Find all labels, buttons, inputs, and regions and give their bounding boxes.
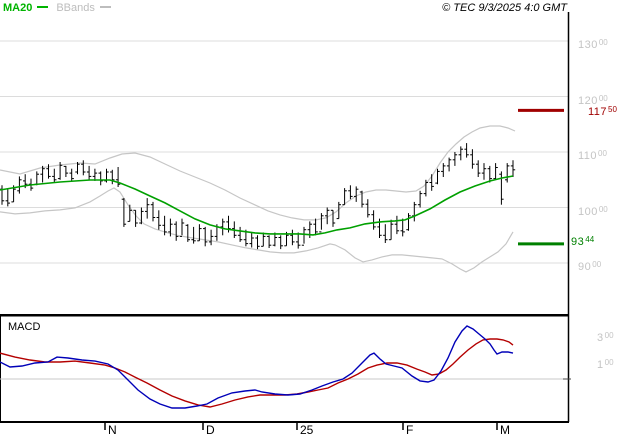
x-axis-line xyxy=(0,421,569,423)
legend-label-ma20: MA20 xyxy=(3,2,33,14)
price-axis-label: 9000 xyxy=(578,260,602,273)
month-label: N xyxy=(108,423,117,437)
legend-label-bbands: BBands xyxy=(56,2,95,14)
copyright-text: © TEC 9/3/2025 4:0 GMT xyxy=(442,2,567,14)
legend-dash-icon xyxy=(37,6,49,8)
ma20-line xyxy=(0,175,514,236)
month-label: M xyxy=(500,423,510,437)
macd-axis-label: 300 xyxy=(597,330,614,344)
legend-dash-icon xyxy=(99,6,111,8)
resistance-level-label: 11750 xyxy=(588,105,617,119)
month-label: 25 xyxy=(300,423,314,437)
price-axis-label: 13000 xyxy=(578,38,608,51)
macd-pane-label: MACD xyxy=(8,321,41,333)
macd-line xyxy=(0,325,514,409)
month-label: D xyxy=(206,423,215,437)
legend: MA20 BBands xyxy=(3,2,119,14)
price-axis-label: 11000 xyxy=(578,149,607,162)
month-label: F xyxy=(406,423,414,437)
price-axis-label: 10000 xyxy=(578,204,608,218)
support-level-label: 9344 xyxy=(571,234,595,248)
macd-pane-top-border xyxy=(0,314,569,317)
price-axis-label: 12000 xyxy=(578,93,608,107)
bollinger-lower-line xyxy=(0,187,514,273)
macd-axis-label: 100 xyxy=(597,358,614,372)
